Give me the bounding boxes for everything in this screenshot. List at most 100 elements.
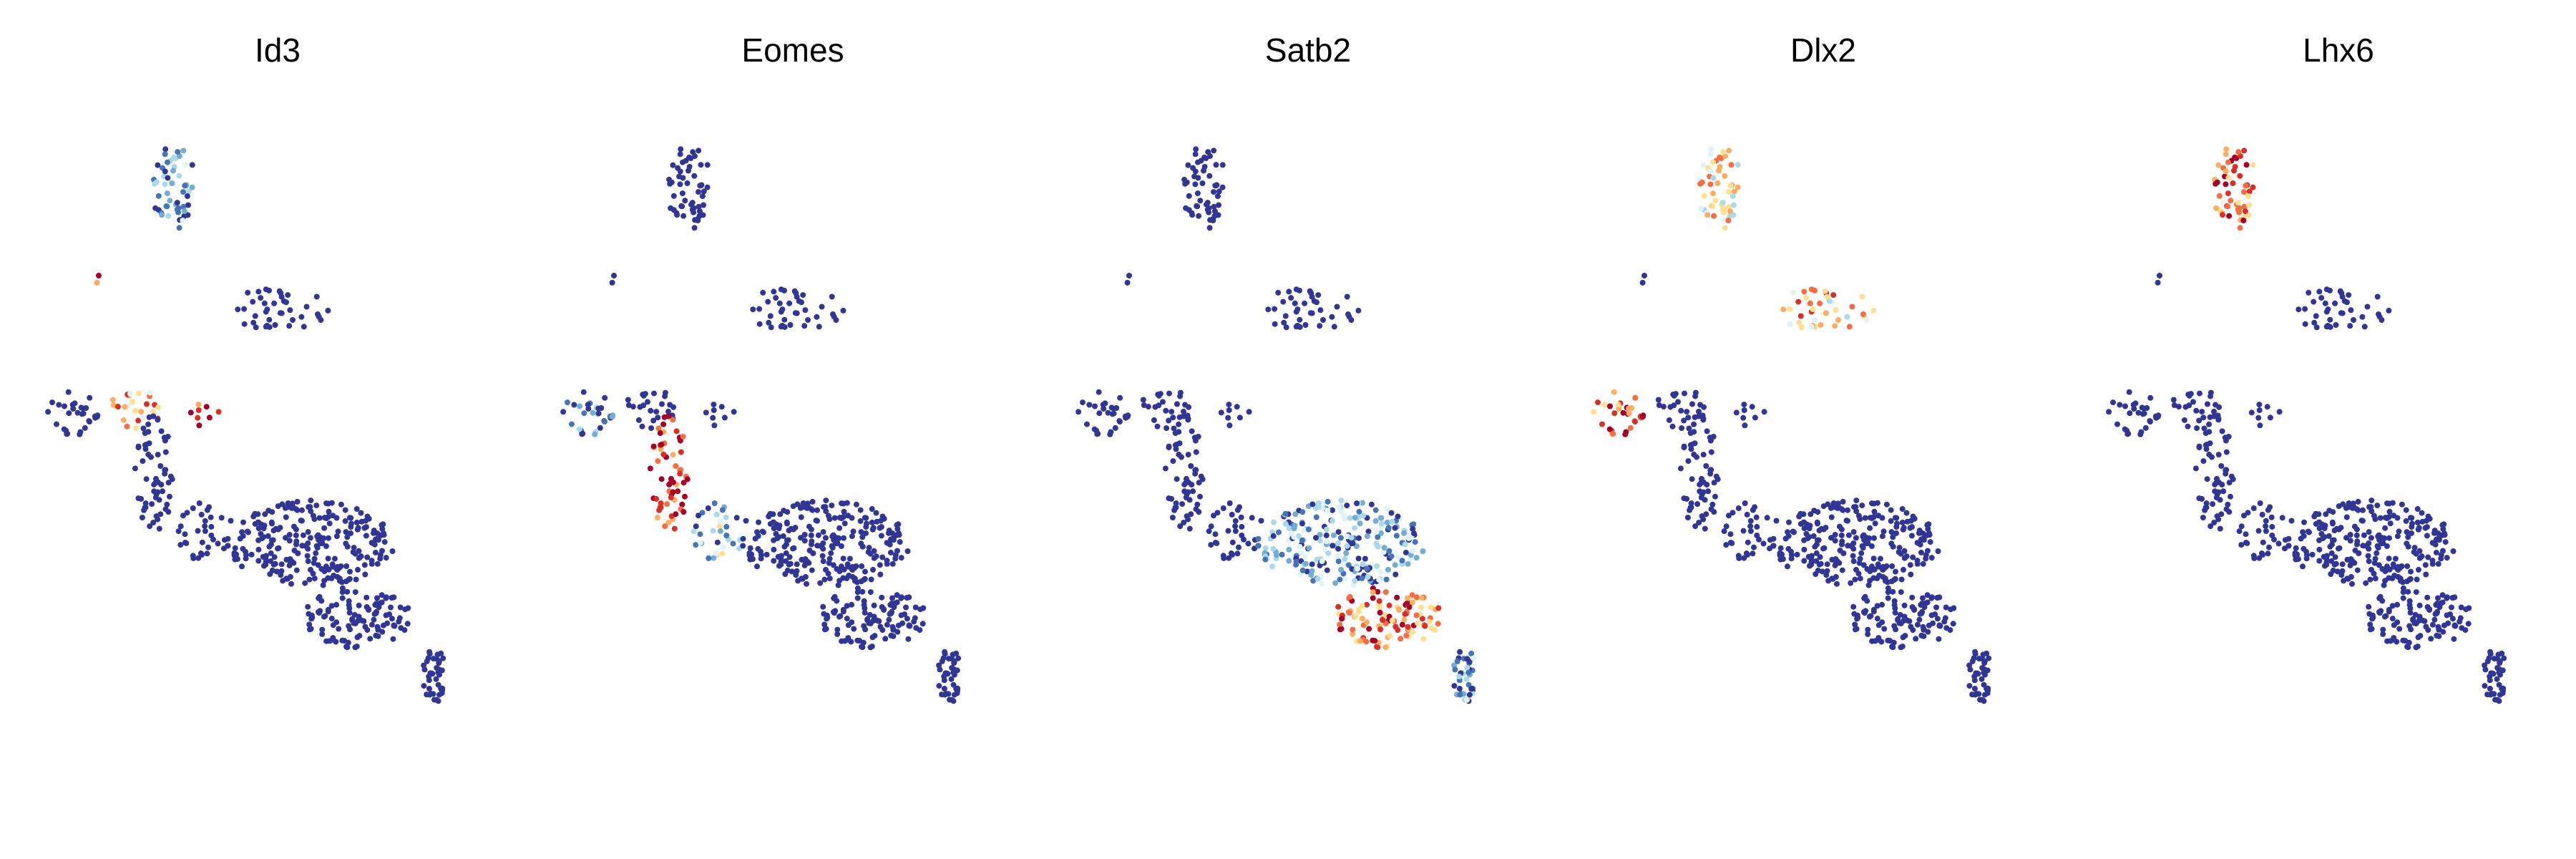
cell-point <box>1365 574 1371 580</box>
cell-point <box>755 545 761 552</box>
cell-point <box>1428 604 1434 611</box>
cell-point <box>1265 306 1272 313</box>
cell-point <box>122 404 128 410</box>
cell-point <box>2408 568 2414 575</box>
cell-point <box>2394 639 2400 645</box>
cell-point <box>1881 626 1888 632</box>
cell-point <box>660 421 667 427</box>
cell-point <box>674 212 680 218</box>
cell-point <box>1862 593 1868 600</box>
cell-point <box>1901 525 1907 531</box>
cell-point <box>1820 526 1827 533</box>
cell-point <box>2424 594 2431 601</box>
cell-point <box>1862 515 1868 521</box>
cell-point <box>1819 568 1825 575</box>
cell-point <box>358 617 365 623</box>
cell-point <box>1908 533 1915 539</box>
cell-point <box>1377 609 1383 616</box>
cell-point <box>326 638 333 644</box>
cell-point <box>319 626 326 633</box>
cell-point <box>1185 162 1191 168</box>
cell-point <box>328 616 335 622</box>
cell-point <box>2422 562 2429 568</box>
cell-point <box>1839 538 1845 545</box>
cell-point <box>801 562 808 568</box>
cell-point <box>2343 535 2349 541</box>
cell-point <box>809 498 816 505</box>
cell-point <box>2439 599 2446 606</box>
cell-point <box>1926 530 1932 537</box>
cell-point <box>1719 206 1726 213</box>
cell-point <box>1731 202 1737 208</box>
cell-point <box>781 316 788 323</box>
cell-point <box>160 488 166 495</box>
cell-point <box>1828 535 1834 541</box>
cell-point <box>1735 184 1741 190</box>
cell-point <box>941 674 947 680</box>
cell-point <box>2225 434 2232 440</box>
cell-point <box>1808 324 1815 330</box>
cell-point <box>2407 609 2414 616</box>
cell-point <box>1591 409 1597 415</box>
cell-point <box>2269 533 2275 538</box>
cell-point <box>696 147 702 154</box>
cell-point <box>1914 558 1921 564</box>
cell-point <box>2389 616 2396 622</box>
cell-point <box>1689 442 1695 447</box>
cell-point <box>1678 407 1684 414</box>
cell-point <box>1111 405 1117 412</box>
cell-point <box>1921 535 1927 541</box>
cell-point <box>1286 546 1292 553</box>
cell-point <box>2350 500 2356 507</box>
cell-point <box>1229 511 1235 518</box>
cell-point <box>853 501 859 508</box>
cell-point <box>280 298 287 304</box>
cell-point <box>159 212 165 218</box>
cell-point <box>890 535 897 541</box>
cell-point <box>2296 306 2302 313</box>
cell-point <box>1928 612 1935 618</box>
cell-point <box>680 480 687 486</box>
cell-point <box>1727 208 1733 215</box>
cell-point <box>826 560 832 566</box>
cell-point <box>941 686 947 691</box>
cell-point <box>814 518 820 524</box>
cell-point <box>1396 606 1402 612</box>
cell-point <box>2333 322 2339 328</box>
cell-point <box>2193 407 2200 414</box>
cell-point <box>1372 507 1379 513</box>
cell-point <box>2449 595 2456 601</box>
cell-point <box>1898 576 1905 583</box>
cell-point <box>576 426 582 432</box>
cell-point <box>1611 389 1617 395</box>
cell-point <box>2445 620 2451 626</box>
cell-point <box>763 551 770 558</box>
cell-point <box>215 540 221 547</box>
cell-point <box>864 617 871 623</box>
cell-point <box>1727 531 1734 538</box>
cell-point <box>1111 410 1117 417</box>
cell-point <box>2361 324 2368 330</box>
cell-point <box>276 288 283 294</box>
cell-point <box>1731 188 1737 195</box>
cell-point <box>1685 458 1692 465</box>
cell-point <box>1194 190 1201 197</box>
cell-point <box>2217 525 2223 532</box>
cell-point <box>255 525 262 532</box>
cell-point <box>630 404 636 410</box>
cell-point <box>2441 521 2447 528</box>
cell-point <box>1435 605 1442 611</box>
cell-point <box>2376 610 2383 616</box>
cell-point <box>2429 621 2436 628</box>
cell-point <box>2429 558 2436 564</box>
cell-point <box>904 548 911 554</box>
cell-point <box>2228 493 2233 500</box>
cell-point <box>1728 162 1735 168</box>
cell-point <box>348 520 354 527</box>
cell-point <box>1704 428 1710 435</box>
cell-point <box>1372 518 1379 524</box>
cell-point <box>1181 408 1186 414</box>
cell-point <box>1599 421 1605 427</box>
cell-point <box>347 626 353 633</box>
cell-point <box>1926 521 1932 528</box>
